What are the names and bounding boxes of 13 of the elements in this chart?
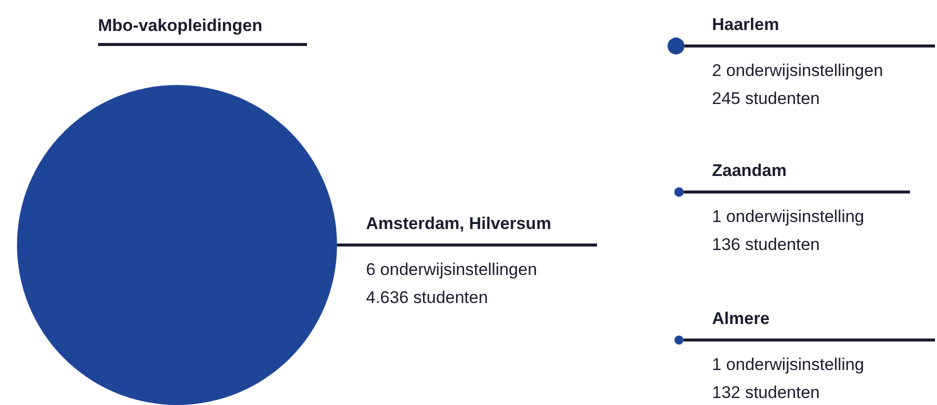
data-label: 245 studenten: [712, 89, 820, 108]
data-label: 4.636 studenten: [366, 288, 488, 307]
data-label: 132 studenten: [712, 383, 820, 402]
text: 6 onderwijsinstellingen: [366, 260, 538, 279]
text: 1 onderwijsinstelling: [712, 207, 864, 226]
text: Mbo-vakopleidingen: [98, 16, 262, 35]
data-label: 136 studenten: [712, 235, 820, 254]
text: 2 onderwijsinstellingen: [712, 61, 884, 80]
category-label: Haarlem: [712, 15, 780, 34]
category-label: Amsterdam, Hilversum: [366, 214, 552, 233]
text: 1 onderwijsinstelling: [712, 355, 864, 374]
category-label: Zaandam: [712, 161, 787, 180]
category-label: Almere: [712, 309, 770, 328]
